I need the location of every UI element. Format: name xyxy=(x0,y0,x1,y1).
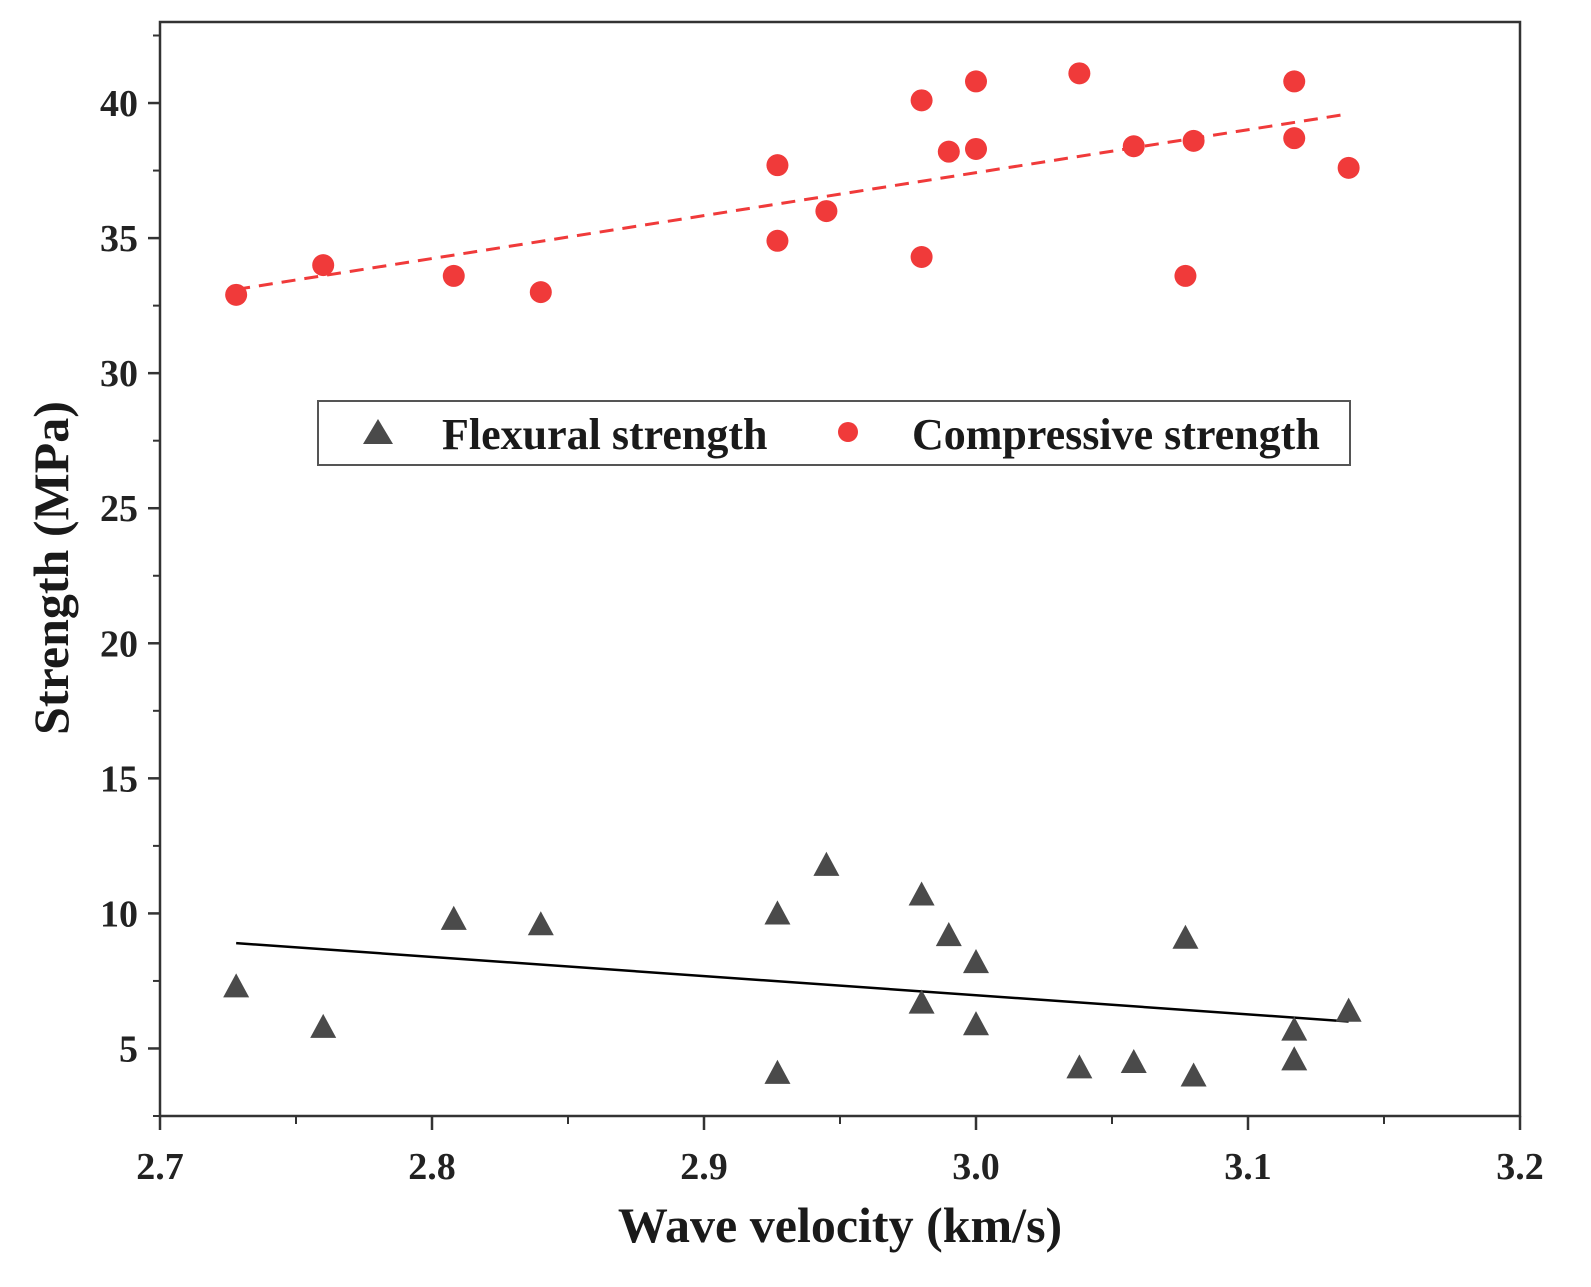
compressive-point xyxy=(766,229,789,252)
fit-line-compressive xyxy=(235,112,1349,291)
x-axis-ticks: 2.7 2.8 2.9 3.0 3.1 3.2 xyxy=(136,1116,1544,1188)
compressive-point xyxy=(965,137,987,160)
y-tick-label: 10 xyxy=(100,893,138,935)
flexural-point xyxy=(1066,1054,1093,1079)
compressive-point xyxy=(1182,129,1205,152)
legend-marker-compressive xyxy=(838,422,858,442)
compressive-point xyxy=(1283,70,1306,93)
x-tick-label: 2.8 xyxy=(408,1146,456,1188)
y-tick-label: 40 xyxy=(100,83,138,125)
compressive-point xyxy=(312,254,335,277)
y-axis-title: Strength (MPa) xyxy=(23,401,79,735)
flexural-point xyxy=(1281,1016,1308,1041)
y-tick-label: 20 xyxy=(100,623,138,665)
flexural-point xyxy=(1335,997,1362,1022)
compressive-point xyxy=(766,154,789,177)
y-tick-label: 15 xyxy=(100,758,138,800)
flexural-point xyxy=(527,911,554,936)
flexural-point xyxy=(963,1011,989,1036)
flexural-point xyxy=(764,900,791,925)
legend-marker-flexural xyxy=(363,419,393,444)
flexural-point xyxy=(813,851,840,876)
y-tick-label: 5 xyxy=(119,1028,138,1070)
compressive-point xyxy=(442,264,465,287)
flexural-point xyxy=(1172,924,1199,949)
x-tick-label: 3.0 xyxy=(952,1146,1000,1188)
compressive-point xyxy=(910,89,933,112)
flexural-point xyxy=(1120,1048,1147,1074)
compressive-point xyxy=(815,200,838,223)
compressive-point xyxy=(1068,62,1091,85)
compressive-point xyxy=(910,246,933,269)
x-axis-title: Wave velocity (km/s) xyxy=(618,1197,1062,1253)
y-tick-label: 30 xyxy=(100,353,138,395)
fit-lines xyxy=(235,112,1349,1023)
y-tick-label: 25 xyxy=(100,488,138,530)
flexural-point xyxy=(935,922,962,947)
flexural-point xyxy=(1180,1062,1207,1087)
compressive-point xyxy=(1283,127,1306,150)
compressive-point xyxy=(1174,264,1197,287)
x-tick-label: 2.7 xyxy=(136,1146,184,1188)
compressive-point xyxy=(965,70,987,93)
flexural-point xyxy=(908,881,935,906)
flexural-point xyxy=(908,989,935,1014)
compressive-point xyxy=(1122,135,1145,158)
flexural-point xyxy=(223,973,250,998)
x-tick-label: 2.9 xyxy=(680,1146,728,1188)
compressive-point xyxy=(529,281,552,304)
flexural-point xyxy=(764,1059,791,1084)
legend: Flexural strength Compressive strength xyxy=(317,400,1351,466)
legend-label-flexural: Flexural strength xyxy=(442,410,768,459)
flexural-point xyxy=(310,1013,337,1038)
legend-label-compressive: Compressive strength xyxy=(912,410,1320,459)
fit-line-flexural xyxy=(236,941,1349,1023)
compressive-point xyxy=(225,283,248,306)
legend-frame xyxy=(317,400,1351,466)
data-marks xyxy=(223,62,1362,1087)
flexural-point xyxy=(440,905,467,930)
y-tick-label: 35 xyxy=(100,218,138,260)
compressive-point xyxy=(1337,156,1360,179)
y-axis-ticks: 5 10 15 20 25 30 35 40 xyxy=(100,34,160,1117)
flexural-point xyxy=(1281,1046,1308,1071)
x-tick-label: 3.1 xyxy=(1224,1146,1272,1188)
x-tick-label: 3.2 xyxy=(1496,1146,1544,1188)
compressive-point xyxy=(937,140,960,163)
flexural-point xyxy=(963,949,989,974)
